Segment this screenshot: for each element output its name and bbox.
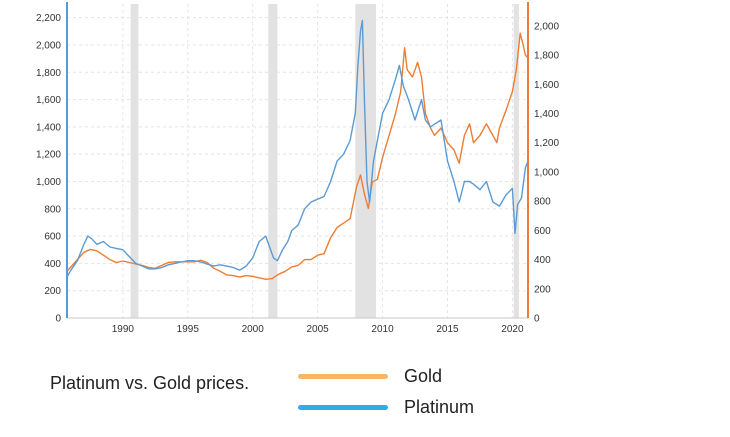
recession-band-1 — [268, 4, 278, 318]
y-right-tick-label-10: 2,000 — [534, 21, 559, 32]
y-right-tick-label-8: 1,600 — [534, 80, 559, 91]
y-left-tick-label-0: 0 — [55, 314, 61, 325]
x-tick-label-6: 2020 — [501, 324, 524, 335]
y-left-tick-label-11: 2,200 — [36, 13, 61, 24]
y-right-tick-label-1: 200 — [534, 284, 551, 295]
series-line-platinum — [66, 19, 529, 278]
legend-item-platinum: Platinum — [298, 394, 474, 420]
x-tick-label-2: 2000 — [242, 324, 265, 335]
y-left-tick-label-5: 1,000 — [36, 177, 61, 188]
tick-labels: 0 200 400 600 800 1,000 1,200 1,400 1,600 1,800 2,… — [36, 13, 559, 335]
price-chart: 0 200 400 600 800 1,000 1,200 1,400 1,600 1,800 2,… — [36, 2, 559, 335]
axes — [66, 2, 529, 319]
series-line-gold — [66, 32, 529, 280]
y-left-tick-label-6: 1,200 — [36, 150, 61, 161]
recession-band-3 — [513, 4, 519, 318]
y-right-tick-label-0: 0 — [534, 314, 540, 325]
y-left-tick-label-7: 1,400 — [36, 122, 61, 133]
x-tick-label-0: 1990 — [112, 324, 135, 335]
y-right-tick-label-4: 800 — [534, 197, 551, 208]
series-lines — [66, 19, 529, 280]
y-right-tick-label-3: 600 — [534, 226, 551, 237]
legend-title: Platinum vs. Gold prices. — [50, 373, 250, 393]
y-right-tick-label-6: 1,200 — [534, 138, 559, 149]
legend-item-gold: Gold — [298, 363, 442, 389]
y-right-tick-label-2: 400 — [534, 255, 551, 266]
legend-label-gold: Gold — [404, 365, 443, 386]
y-left-tick-label-9: 1,800 — [36, 68, 61, 79]
y-left-tick-label-10: 2,000 — [36, 40, 61, 51]
recession-bands — [130, 4, 519, 318]
y-left-tick-label-4: 800 — [44, 204, 61, 215]
y-right-tick-label-9: 1,800 — [534, 51, 559, 62]
legend-label-platinum: Platinum — [404, 396, 475, 417]
y-left-tick-label-3: 600 — [44, 232, 61, 243]
legend-swatch-platinum — [298, 404, 388, 410]
y-left-tick-label-2: 400 — [44, 259, 61, 270]
x-tick-label-3: 2005 — [307, 324, 330, 335]
x-tick-label-1: 1995 — [177, 324, 200, 335]
x-tick-label-5: 2015 — [436, 324, 459, 335]
recession-band-0 — [130, 4, 139, 318]
y-left-tick-label-8: 1,600 — [36, 95, 61, 106]
y-left-tick-label-1: 200 — [44, 286, 61, 297]
y-right-tick-label-7: 1,400 — [534, 109, 559, 120]
legend-swatch-gold — [298, 373, 388, 379]
x-tick-label-4: 2010 — [371, 324, 394, 335]
y-right-tick-label-5: 1,000 — [534, 167, 559, 178]
